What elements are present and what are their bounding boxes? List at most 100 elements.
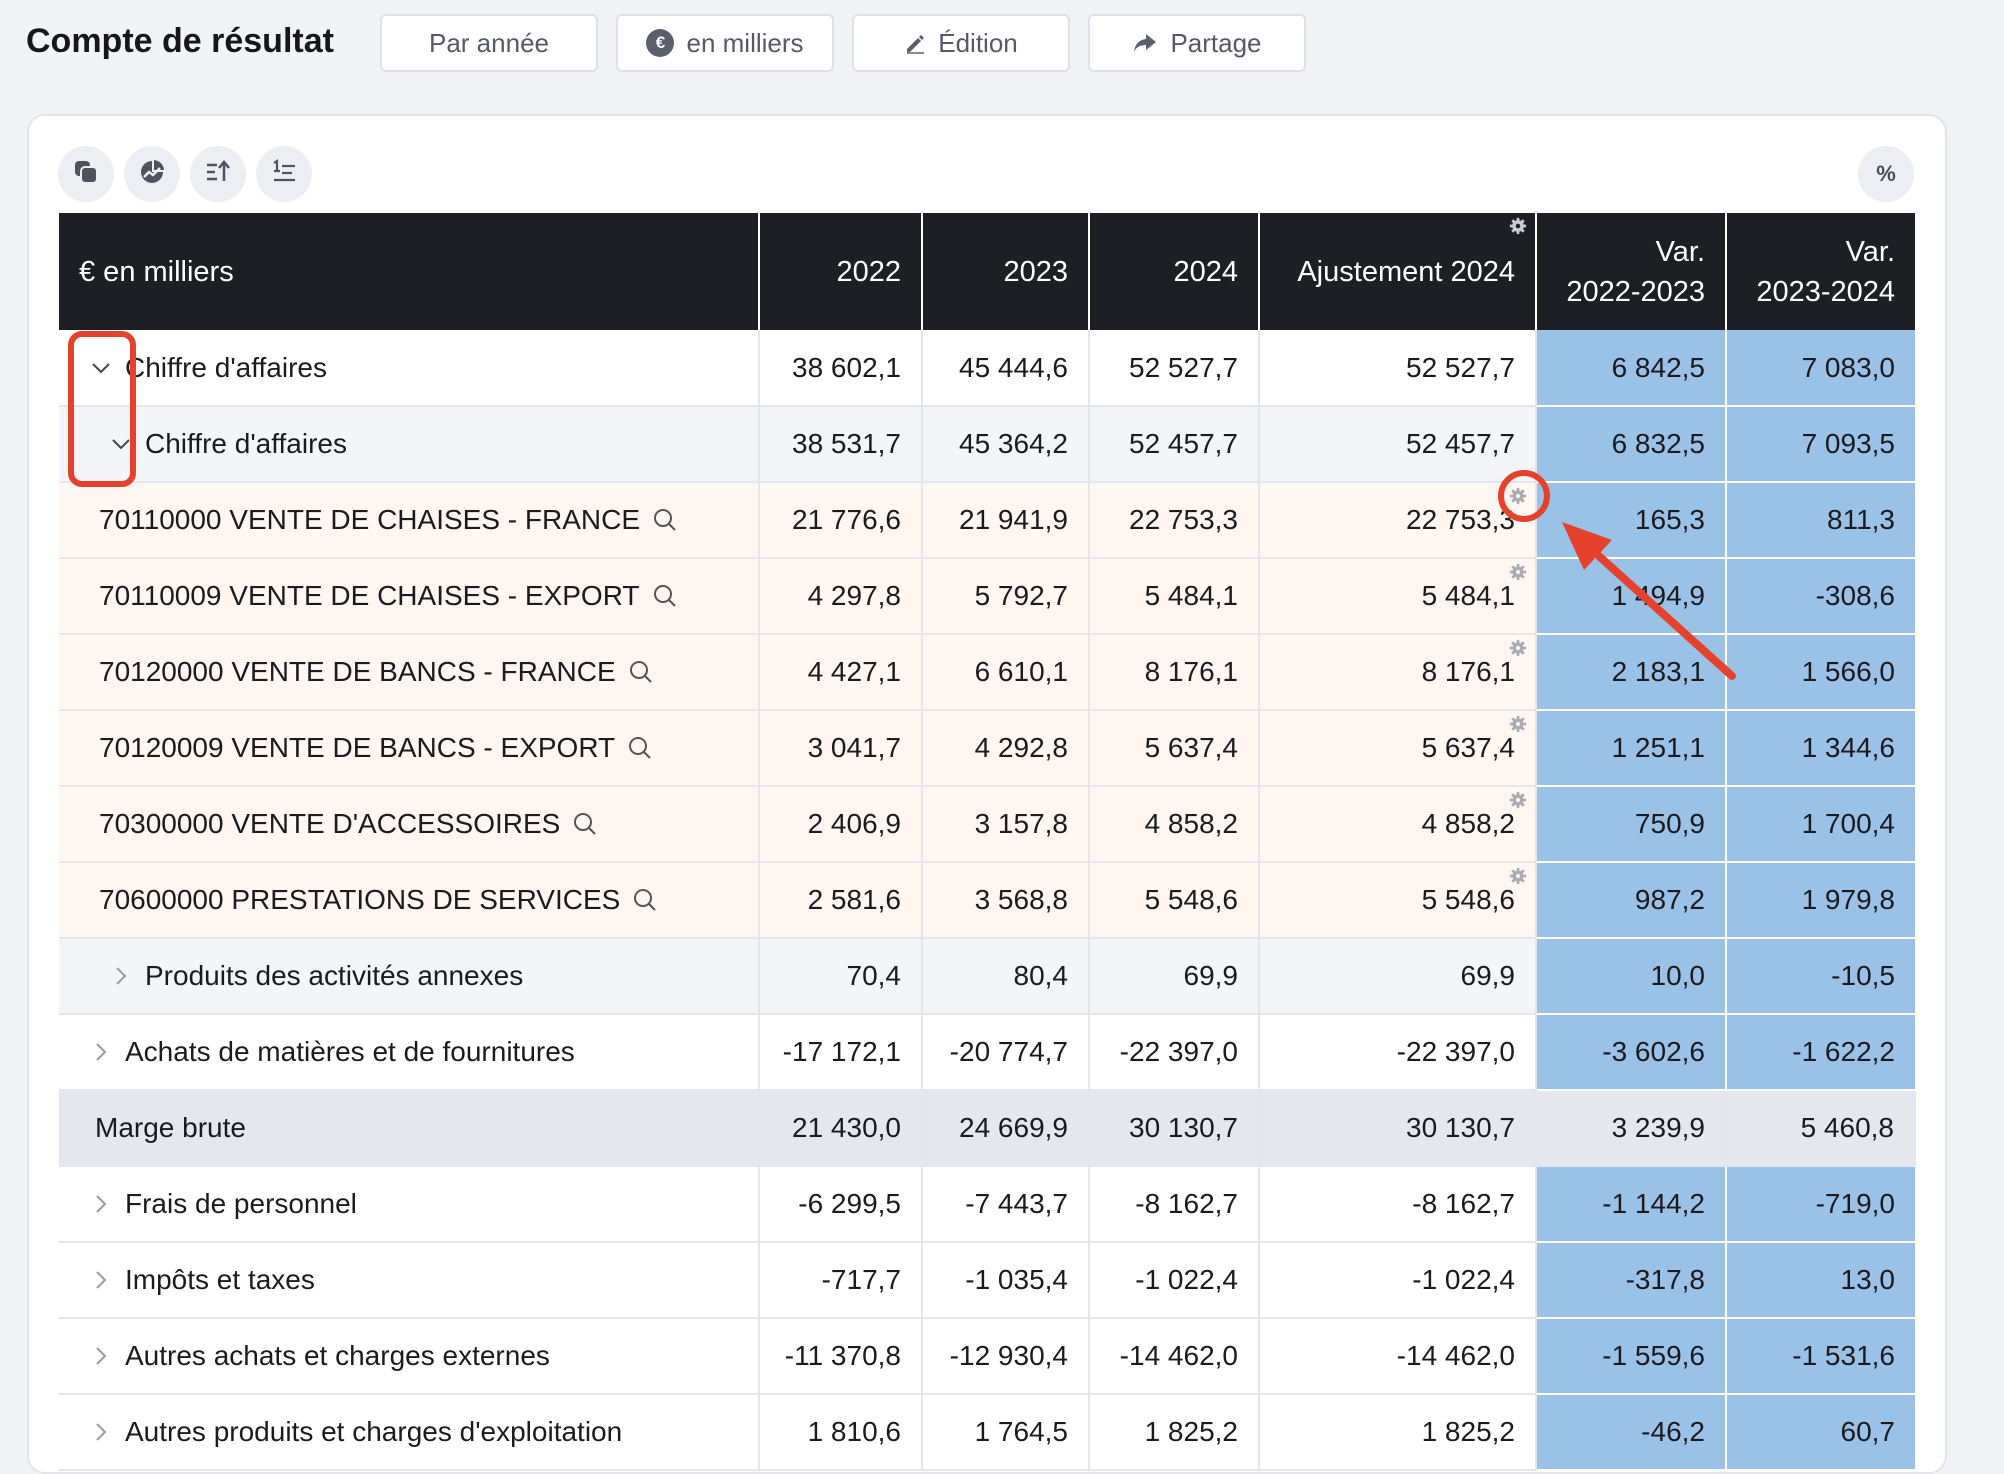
value-var-2022-2023: 1 251,1 xyxy=(1536,710,1727,787)
value-2022: 21 776,6 xyxy=(759,482,923,559)
value-adjustment-2024[interactable]: 8 176,1 xyxy=(1259,634,1537,711)
cell-value: 22 753,3 xyxy=(1406,504,1515,535)
cell-value: -6 299,5 xyxy=(798,1188,901,1219)
value-2022: 70,4 xyxy=(759,938,923,1015)
value-adjustment-2024[interactable]: 69,9 xyxy=(1259,938,1537,1015)
column-header-2023[interactable]: 2023 xyxy=(922,213,1090,330)
category-row[interactable]: Chiffre d'affaires 38 531,7 45 364,2 52 457… xyxy=(59,406,1915,483)
chevron-right-icon[interactable] xyxy=(89,1041,113,1063)
search-icon[interactable] xyxy=(652,583,678,609)
cell-value: 1 979,8 xyxy=(1801,884,1895,915)
gear-icon[interactable] xyxy=(1509,715,1527,733)
percent-toggle[interactable]: % xyxy=(1858,146,1914,202)
cell-value: 30 130,7 xyxy=(1406,1112,1515,1143)
table-header-row: € en milliers 2022 2023 2024 Ajustement … xyxy=(59,213,1915,330)
column-header-2024[interactable]: 2024 xyxy=(1089,213,1260,330)
search-icon[interactable] xyxy=(632,887,658,913)
row-label: Autres achats et charges externes xyxy=(125,1340,550,1371)
account-row[interactable]: 70120000 VENTE DE BANCS - FRANCE 4 427,1 6… xyxy=(59,634,1915,711)
category-row[interactable]: Achats de matières et de fournitures -17 … xyxy=(59,1014,1915,1091)
units-button[interactable]: € en milliers xyxy=(616,14,834,72)
by-year-button[interactable]: Par année xyxy=(380,14,598,72)
category-row[interactable]: Frais de personnel -6 299,5 -7 443,7 -8 162… xyxy=(59,1166,1915,1243)
cell-value: 3 568,8 xyxy=(974,884,1068,915)
subtotal-row[interactable]: Marge brute 21 430,0 24 669,9 30 130,7 30 13… xyxy=(59,1090,1916,1167)
cell-value: 8 176,1 xyxy=(1421,656,1515,687)
category-row[interactable]: Produits des activités annexes 70,4 80,4 69… xyxy=(59,938,1915,1015)
value-adjustment-2024[interactable]: 1 825,2 xyxy=(1259,1394,1537,1471)
cell-value: 6 832,5 xyxy=(1611,428,1705,459)
chevron-down-icon[interactable] xyxy=(109,437,133,451)
column-header-var-2023-2024[interactable]: Var. 2023-2024 xyxy=(1726,213,1915,330)
value-adjustment-2024[interactable]: 4 858,2 xyxy=(1259,786,1537,863)
value-adjustment-2024[interactable]: -8 162,7 xyxy=(1259,1166,1537,1243)
chart-button[interactable] xyxy=(124,146,180,202)
chevron-down-icon[interactable] xyxy=(89,361,113,375)
value-adjustment-2024[interactable]: 52 527,7 xyxy=(1259,330,1537,407)
cell-value: -8 162,7 xyxy=(1135,1188,1238,1219)
value-2022: 38 602,1 xyxy=(759,330,923,407)
gear-icon[interactable] xyxy=(1509,639,1527,657)
search-icon[interactable] xyxy=(652,507,678,533)
row-label: Chiffre d'affaires xyxy=(145,428,347,459)
chevron-right-icon[interactable] xyxy=(109,965,133,987)
account-row[interactable]: 70600000 PRESTATIONS DE SERVICES 2 581,6 3… xyxy=(59,862,1915,939)
chevron-right-icon[interactable] xyxy=(89,1269,113,1291)
chevron-right-icon[interactable] xyxy=(89,1421,113,1443)
value-var-2023-2024: 60,7 xyxy=(1726,1394,1915,1471)
column-header-2022[interactable]: 2022 xyxy=(759,213,923,330)
cell-value: 5 548,6 xyxy=(1421,884,1515,915)
value-var-2023-2024: 1 566,0 xyxy=(1726,634,1915,711)
search-icon[interactable] xyxy=(572,811,598,837)
value-adjustment-2024[interactable]: 5 548,6 xyxy=(1259,862,1537,939)
cell-value: 2 183,1 xyxy=(1611,656,1705,687)
account-row[interactable]: 70110000 VENTE DE CHAISES - FRANCE 21 776… xyxy=(59,482,1915,559)
gear-icon[interactable] xyxy=(1509,867,1527,885)
cell-value: -14 462,0 xyxy=(1396,1340,1515,1371)
copy-button[interactable] xyxy=(58,146,114,202)
category-row[interactable]: Autres produits et charges d'exploitatio… xyxy=(59,1394,1915,1471)
units-label: en milliers xyxy=(686,27,804,58)
value-adjustment-2024[interactable]: 22 753,3 xyxy=(1259,482,1537,559)
cell-value: 1 494,9 xyxy=(1611,580,1705,611)
var-label-line2: 2023-2024 xyxy=(1756,275,1895,308)
value-2023: 5 792,7 xyxy=(922,558,1090,635)
value-var-2023-2024: -10,5 xyxy=(1726,938,1915,1015)
value-2022: 2 406,9 xyxy=(759,786,923,863)
row-label: 70600000 PRESTATIONS DE SERVICES xyxy=(99,884,621,915)
cell-value: 52 457,7 xyxy=(1406,428,1515,459)
value-adjustment-2024[interactable]: -22 397,0 xyxy=(1259,1014,1537,1091)
value-adjustment-2024[interactable]: 52 457,7 xyxy=(1259,406,1537,483)
cell-value: 80,4 xyxy=(1013,960,1069,991)
category-row[interactable]: Chiffre d'affaires 38 602,1 45 444,6 52 527… xyxy=(59,330,1915,407)
column-header-var-2022-2023[interactable]: Var. 2022-2023 xyxy=(1536,213,1727,330)
gear-icon[interactable] xyxy=(1509,791,1527,809)
search-icon[interactable] xyxy=(627,735,653,761)
category-row[interactable]: Impôts et taxes -717,7 -1 035,4 -1 022,4 -1 … xyxy=(59,1242,1915,1319)
chevron-right-icon[interactable] xyxy=(89,1193,113,1215)
sort-up-button[interactable] xyxy=(190,146,246,202)
value-adjustment-2024[interactable]: -1 022,4 xyxy=(1259,1242,1537,1319)
value-adjustment-2024[interactable]: 5 637,4 xyxy=(1259,710,1537,787)
value-adjustment-2024[interactable]: -14 462,0 xyxy=(1259,1318,1537,1395)
gear-icon[interactable] xyxy=(1509,217,1527,235)
gear-icon[interactable] xyxy=(1509,563,1527,581)
value-adjustment-2024[interactable]: 5 484,1 xyxy=(1259,558,1537,635)
account-row[interactable]: 70120009 VENTE DE BANCS - EXPORT 3 041,7 4… xyxy=(59,710,1915,787)
column-header-adjustment-2024[interactable]: Ajustement 2024 xyxy=(1259,213,1537,330)
chevron-right-icon[interactable] xyxy=(89,1345,113,1367)
share-button[interactable]: Partage xyxy=(1088,14,1306,72)
search-icon[interactable] xyxy=(628,659,654,685)
row-label: 70110009 VENTE DE CHAISES - EXPORT xyxy=(99,580,640,611)
category-row[interactable]: Autres achats et charges externes -11 370… xyxy=(59,1318,1915,1395)
edit-button[interactable]: Édition xyxy=(852,14,1070,72)
row-label: Chiffre d'affaires xyxy=(125,351,327,383)
cell-value: 5 484,1 xyxy=(1144,580,1238,611)
value-2023: -7 443,7 xyxy=(922,1166,1090,1243)
sort-list-icon xyxy=(270,158,298,191)
account-row[interactable]: 70300000 VENTE D'ACCESSOIRES 2 406,9 3 157… xyxy=(59,786,1915,863)
value-adjustment-2024[interactable]: 30 130,7 xyxy=(1259,1090,1537,1167)
account-row[interactable]: 70110009 VENTE DE CHAISES - EXPORT 4 297,… xyxy=(59,558,1915,635)
sort-list-button[interactable] xyxy=(256,146,312,202)
annotation-gear-highlight xyxy=(1498,470,1550,522)
